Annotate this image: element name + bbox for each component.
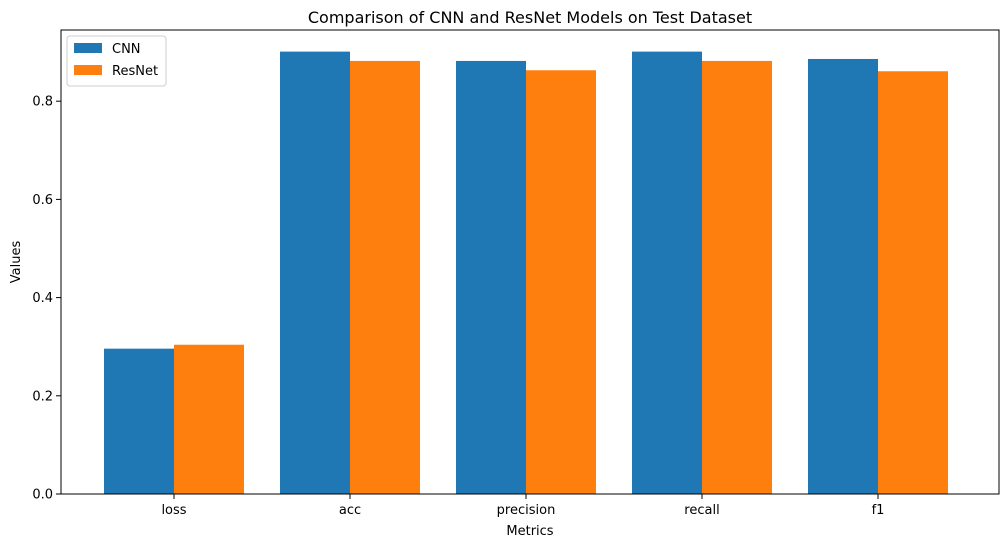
bar-cnn-f1 xyxy=(808,58,878,495)
legend-label-cnn: CNN xyxy=(112,42,141,57)
x-tick-label-f1: f1 xyxy=(872,503,885,518)
bar-resnet-acc xyxy=(350,60,420,494)
y-tick-label: 0.4 xyxy=(32,291,53,306)
y-tick-label: 0.6 xyxy=(32,193,53,208)
bar-resnet-recall xyxy=(702,60,772,494)
legend-swatch-cnn xyxy=(74,43,102,53)
y-tick-label: 0.0 xyxy=(32,488,53,503)
bar-cnn-acc xyxy=(280,51,350,494)
y-tick-label: 0.8 xyxy=(32,95,53,110)
y-axis-label: Values xyxy=(9,241,24,284)
bar-cnn-precision xyxy=(456,60,526,494)
y-tick-label: 0.2 xyxy=(32,389,53,404)
x-axis: loss acc precision recall f1 xyxy=(161,494,884,518)
bar-resnet-loss xyxy=(174,344,244,494)
bar-resnet-f1 xyxy=(878,71,948,494)
x-tick-label-precision: precision xyxy=(497,503,556,518)
x-tick-label-loss: loss xyxy=(161,503,186,518)
bars-group xyxy=(104,51,948,495)
bar-cnn-recall xyxy=(632,51,702,494)
y-axis: 0.0 0.2 0.4 0.6 0.8 xyxy=(32,95,61,503)
x-tick-label-acc: acc xyxy=(339,503,361,518)
legend-label-resnet: ResNet xyxy=(112,64,158,79)
legend: CNN ResNet xyxy=(66,35,167,87)
bar-resnet-precision xyxy=(526,70,596,494)
x-tick-label-recall: recall xyxy=(684,503,719,518)
x-axis-label: Metrics xyxy=(506,524,553,539)
legend-swatch-resnet xyxy=(74,65,102,75)
chart-title: Comparison of CNN and ResNet Models on T… xyxy=(308,8,752,27)
plot-frame xyxy=(60,29,1000,495)
bar-cnn-loss xyxy=(104,348,174,494)
